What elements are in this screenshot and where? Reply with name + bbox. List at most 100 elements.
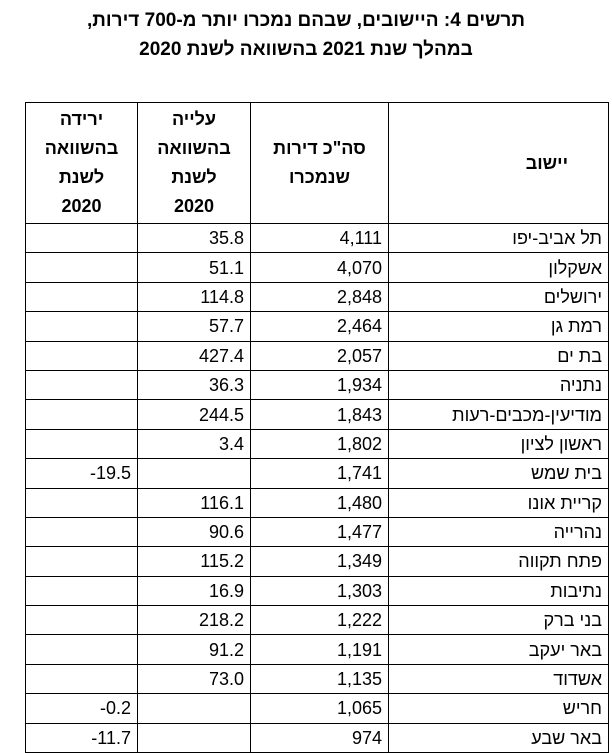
drop-cell <box>25 575 138 607</box>
table-row: נהרייה 1,477 90.6 <box>25 516 609 548</box>
table-row: נתיבות 1,303 16.9 <box>25 575 609 607</box>
rise-cell: 115.2 <box>137 546 251 577</box>
drop-cell <box>25 605 138 636</box>
drop-cell <box>25 369 138 401</box>
total-cell: 1,303 <box>250 575 389 607</box>
drop-cell <box>25 222 138 254</box>
header-line: סה"כ דירות <box>273 138 366 158</box>
drop-cell <box>25 252 138 283</box>
settlement-name: נתיבות <box>388 575 609 607</box>
title: תרשים 4: היישובים, שבהם נמכרו יותר מ-700… <box>0 6 612 64</box>
total-cell: 4,070 <box>250 252 389 283</box>
settlement-name: מודיעין-מכבים-רעות <box>388 399 609 430</box>
table-row: בת ים 2,057 427.4 <box>25 340 609 371</box>
drop-cell <box>25 487 138 518</box>
table-row: חריש 1,065 -0.2 <box>25 693 609 724</box>
table-row: פתח תקווה 1,349 115.2 <box>25 546 609 577</box>
total-cell: 974 <box>250 722 389 753</box>
total-cell: 1,135 <box>250 663 389 695</box>
total-cell: 1,802 <box>250 428 389 460</box>
settlement-name: באר שבע <box>388 722 609 753</box>
rise-cell: 3.4 <box>137 428 251 460</box>
drop-cell <box>25 663 138 695</box>
header-line: 2020 <box>173 196 215 216</box>
table-row: בני ברק 1,222 218.2 <box>25 605 609 636</box>
total-cell: 2,848 <box>250 281 389 313</box>
settlement-name: תל אביב-יפו <box>388 222 609 254</box>
column-header: עלייה בהשוואה לשנת 2020 <box>137 102 251 224</box>
table-row: בית שמש 1,741 -19.5 <box>25 458 609 489</box>
title-line: במהלך שנת 2021 בהשוואה לשנת 2020 <box>139 39 473 60</box>
drop-cell <box>25 399 138 430</box>
rise-cell: 116.1 <box>137 487 251 518</box>
header-line: יישוב <box>525 152 568 173</box>
total-cell: 1,065 <box>250 693 389 724</box>
settlement-name: ראשון לציון <box>388 428 609 460</box>
total-cell: 1,480 <box>250 487 389 518</box>
settlement-name: חריש <box>388 693 609 724</box>
rise-cell: 57.7 <box>137 311 251 342</box>
rise-cell: 73.0 <box>137 663 251 695</box>
drop-cell: -11.7 <box>25 722 138 753</box>
table-row: ראשון לציון 1,802 3.4 <box>25 428 609 460</box>
table-row: ירושלים 2,848 114.8 <box>25 281 609 313</box>
table-row: אשדוד 1,135 73.0 <box>25 663 609 695</box>
total-cell: 1,222 <box>250 605 389 636</box>
settlement-name: פתח תקווה <box>388 546 609 577</box>
settlement-name: בית שמש <box>388 458 609 489</box>
column-header: ירידה בהשוואה לשנת 2020 <box>25 102 138 224</box>
settlement-name: קריית אונו <box>388 487 609 518</box>
drop-cell <box>25 516 138 548</box>
rise-cell: 51.1 <box>137 252 251 283</box>
total-cell: 4,111 <box>250 222 389 254</box>
rise-cell <box>137 722 251 753</box>
header-line: בהשוואה <box>44 138 119 158</box>
data-table: יישוב סה"כ דירות שנמכרו עלייה בהשוואה לשנת 202… <box>25 102 609 753</box>
total-cell: 1,477 <box>250 516 389 548</box>
table-row: אשקלון 4,070 51.1 <box>25 252 609 283</box>
total-cell: 1,741 <box>250 458 389 489</box>
total-cell: 1,934 <box>250 369 389 401</box>
table-row: באר יעקב 1,191 91.2 <box>25 634 609 665</box>
settlement-name: אשדוד <box>388 663 609 695</box>
table-row: נתניה 1,934 36.3 <box>25 369 609 401</box>
header-row: יישוב סה"כ דירות שנמכרו עלייה בהשוואה לשנת 202… <box>25 102 609 224</box>
total-cell: 1,843 <box>250 399 389 430</box>
table-row: רמת גן 2,464 57.7 <box>25 311 609 342</box>
rise-cell: 90.6 <box>137 516 251 548</box>
header-line: לשנת <box>58 167 105 187</box>
table-body: תל אביב-יפו 4,111 35.8 אשקלון 4,070 51.1 ירושל… <box>25 222 609 753</box>
rise-cell: 91.2 <box>137 634 251 665</box>
total-cell: 2,057 <box>250 340 389 371</box>
settlement-name: בני ברק <box>388 605 609 636</box>
drop-cell <box>25 311 138 342</box>
drop-cell: -19.5 <box>25 458 138 489</box>
rise-cell <box>137 458 251 489</box>
title-line: תרשים 4: היישובים, שבהם נמכרו יותר מ-700… <box>86 10 526 31</box>
header-line: לשנת <box>171 167 217 187</box>
settlement-name: אשקלון <box>388 252 609 283</box>
rise-cell: 218.2 <box>137 605 251 636</box>
rise-cell: 427.4 <box>137 340 251 371</box>
header-line: 2020 <box>61 196 102 216</box>
header-line: עלייה <box>171 109 217 129</box>
drop-cell <box>25 546 138 577</box>
drop-cell <box>25 340 138 371</box>
rise-cell <box>137 693 251 724</box>
rise-cell: 244.5 <box>137 399 251 430</box>
total-cell: 1,349 <box>250 546 389 577</box>
settlement-name: נהרייה <box>388 516 609 548</box>
settlement-name: בת ים <box>388 340 609 371</box>
table-row: מודיעין-מכבים-רעות 1,843 244.5 <box>25 399 609 430</box>
settlement-name: באר יעקב <box>388 634 609 665</box>
rise-cell: 36.3 <box>137 369 251 401</box>
drop-cell <box>25 281 138 313</box>
settlement-name: ירושלים <box>388 281 609 313</box>
column-header: סה"כ דירות שנמכרו <box>250 102 389 224</box>
table-row: תל אביב-יפו 4,111 35.8 <box>25 222 609 254</box>
drop-cell: -0.2 <box>25 693 138 724</box>
table-row: באר שבע 974 -11.7 <box>25 722 609 753</box>
header-line: בהשוואה <box>157 138 231 158</box>
rise-cell: 35.8 <box>137 222 251 254</box>
